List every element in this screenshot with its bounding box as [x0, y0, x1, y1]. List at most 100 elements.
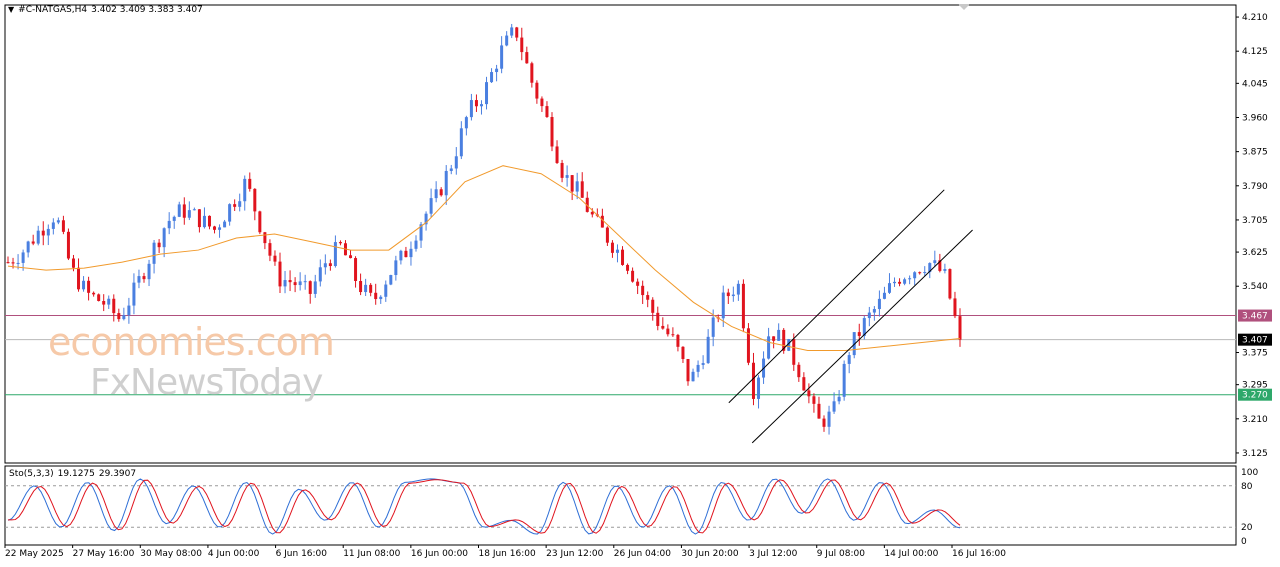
candle-body [102, 300, 106, 305]
candle-body [142, 276, 146, 280]
price-tick-label: 3.875 [1242, 148, 1268, 158]
candle [152, 240, 156, 274]
candle-body [419, 224, 423, 241]
candle-body [6, 262, 10, 264]
candle [429, 188, 433, 218]
stochastic-label: Sto(5,3,3) [9, 469, 54, 479]
candle-body [943, 269, 947, 271]
candle-body [691, 371, 695, 382]
triangle-down-icon[interactable]: ▼ [8, 5, 15, 14]
candle-body [565, 175, 569, 178]
candle-body [213, 226, 217, 230]
candle [369, 283, 373, 297]
candle-body [46, 228, 50, 236]
candle-body [308, 281, 312, 294]
candle [409, 241, 413, 266]
candle [87, 276, 91, 301]
candle [454, 147, 458, 175]
candle [646, 291, 650, 308]
candle [837, 390, 841, 405]
candle [46, 224, 50, 246]
candle [767, 327, 771, 360]
candle [862, 315, 866, 340]
candle [288, 270, 292, 292]
candle [61, 215, 65, 235]
symbol-label: #C-NATGAS,H4 [18, 5, 88, 15]
candle [258, 210, 262, 235]
support-level-tag [1238, 388, 1272, 401]
candle-body [474, 100, 478, 107]
candle [575, 172, 579, 200]
candle [741, 279, 745, 333]
price-tick-label: 3.960 [1242, 113, 1268, 123]
candle [474, 94, 478, 112]
candle-body [268, 243, 272, 256]
candle [228, 203, 232, 226]
candle [711, 309, 715, 347]
candle-body [409, 248, 413, 258]
candle-body [792, 339, 796, 365]
candle-body [711, 317, 715, 337]
candle [122, 307, 126, 321]
candle [701, 355, 705, 370]
candle-body [56, 220, 60, 223]
candle [525, 46, 529, 64]
candle-body [903, 279, 907, 284]
candle-body [893, 281, 897, 284]
candle [444, 165, 448, 205]
candle-body [741, 283, 745, 329]
time-tick-label: 6 Jun 16:00 [276, 549, 328, 559]
candle-body [147, 263, 151, 280]
candle [379, 295, 383, 304]
candle-body [726, 292, 730, 297]
candle-body [414, 240, 418, 249]
candle-body [615, 249, 619, 253]
candle-body [248, 178, 252, 189]
candle-body [641, 285, 645, 296]
candle [364, 278, 368, 297]
candle [958, 308, 962, 347]
candle [621, 246, 625, 266]
candle-body [97, 294, 101, 301]
candle-body [807, 390, 811, 397]
candle [308, 280, 312, 304]
scroll-marker-icon [958, 4, 970, 10]
candlesticks [6, 23, 962, 435]
candle-body [862, 318, 866, 336]
candle [338, 240, 342, 246]
time-tick-label: 22 May 2025 [5, 549, 64, 559]
candle-body [177, 204, 181, 217]
candle-body [953, 298, 957, 317]
candle [464, 115, 468, 136]
candle-body [303, 281, 307, 283]
candle-body [545, 106, 549, 118]
chart-header: ▼ #C-NATGAS,H4 3.402 3.409 3.383 3.407 [8, 5, 203, 15]
candle-body [233, 204, 237, 207]
stochastic-tick-label: 100 [1241, 468, 1258, 478]
candle [26, 240, 30, 258]
candle [303, 274, 307, 290]
price-tick-label: 3.375 [1242, 349, 1268, 359]
candle [298, 272, 302, 291]
candle [187, 201, 191, 221]
candle [354, 256, 358, 288]
candle [41, 221, 45, 246]
candle-body [787, 339, 791, 351]
candle-body [570, 175, 574, 192]
price-tick-label: 3.625 [1242, 248, 1268, 258]
candle-body [802, 377, 806, 391]
candle-body [263, 232, 267, 244]
candle [535, 80, 539, 104]
candle-body [817, 403, 821, 419]
candle [520, 27, 524, 61]
candle [349, 250, 353, 259]
candle-body [77, 267, 81, 290]
candle-body [238, 201, 242, 207]
candle [268, 239, 272, 262]
candle [953, 291, 957, 319]
candle-body [464, 117, 468, 129]
candle [328, 259, 332, 271]
candle-body [479, 104, 483, 107]
candle [92, 291, 96, 297]
candle-body [505, 35, 509, 46]
